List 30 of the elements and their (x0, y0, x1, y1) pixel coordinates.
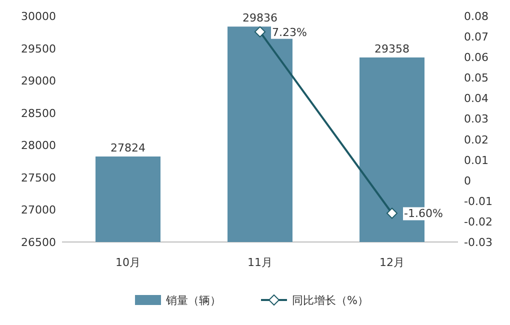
xtick: 10月 (116, 256, 140, 269)
ytick: 26500 (21, 236, 56, 249)
data-label: 27824 (110, 142, 146, 154)
xtick: 11月 (248, 256, 272, 269)
xtick: 12月 (380, 256, 404, 269)
data-label: 7.23% (272, 26, 307, 39)
ytick: 28500 (21, 106, 56, 120)
y2tick: 0.07 (464, 30, 488, 44)
ytick: 27500 (21, 171, 56, 184)
data-label: 29358 (374, 42, 410, 56)
y2tick: 0.04 (464, 92, 488, 106)
ytick: 29500 (21, 42, 56, 56)
legend: 同比增长（%） (292, 294, 368, 307)
legend: 销量（辆） (166, 294, 221, 307)
ytick: 27000 (21, 204, 56, 217)
data-label: 29836 (242, 12, 278, 25)
y2tick: 0.03 (464, 112, 488, 126)
y2tick: -0.03 (464, 236, 492, 249)
y2tick: -0.01 (464, 194, 492, 208)
y2tick: 0.08 (464, 10, 488, 23)
y2tick: 0.06 (464, 51, 488, 64)
y2tick: -0.02 (464, 215, 492, 228)
data-label: -1.60% (404, 207, 443, 220)
y2tick: 0.05 (464, 72, 488, 85)
ytick: 30000 (21, 10, 56, 23)
ytick: 28000 (21, 139, 56, 152)
y2tick: 0.02 (464, 133, 488, 146)
y2tick: 0.01 (464, 154, 488, 167)
y2tick: 0 (464, 174, 471, 188)
ytick: 29000 (21, 74, 56, 88)
